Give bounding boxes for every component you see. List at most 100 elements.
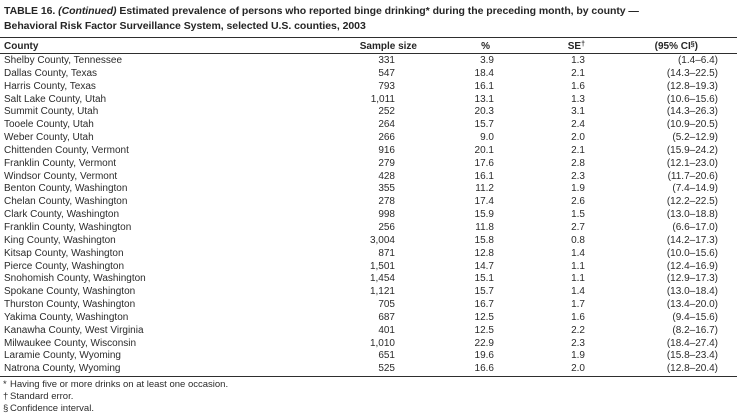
ci-label: (95% CI <box>654 41 691 52</box>
cell-ci: (13.0–18.8) <box>666 209 718 221</box>
cell-ci: (5.2–12.9) <box>672 132 718 144</box>
cell-sample-size: 525 <box>378 363 395 375</box>
cell-percent: 11.2 <box>475 183 494 195</box>
table-row: Yakima County, Washington 687 12.5 1.6 (9.4–… <box>0 312 737 325</box>
cell-ci: (1.4–6.4) <box>677 55 718 66</box>
table-row: Tooele County, Utah 264 15.7 2.4 (10.9–20.5) <box>0 119 737 132</box>
cell-percent: 15.7 <box>474 119 494 131</box>
cell-percent: 12.8 <box>474 247 494 259</box>
cell-sample-size: 793 <box>378 80 395 92</box>
cell-sample-size: 266 <box>378 132 395 144</box>
cell-se: 2.1 <box>571 144 585 156</box>
cell-ci: (9.4–15.6) <box>672 311 718 323</box>
column-header-se: SE† <box>568 40 585 53</box>
cell-percent: 20.3 <box>474 106 494 118</box>
table-row: Spokane County, Washington 1,121 15.7 1.4 (1… <box>0 286 737 299</box>
table-row: Salt Lake County, Utah 1,011 13.1 1.3 (10.6–… <box>0 94 737 107</box>
cell-se: 3.1 <box>571 106 585 118</box>
cell-county: Salt Lake County, Utah <box>4 93 107 105</box>
cell-county: Shelby County, Tennessee <box>4 55 123 66</box>
cell-county: Clark County, Washington <box>4 209 120 221</box>
cell-sample-size: 1,121 <box>369 286 395 298</box>
cell-sample-size: 355 <box>378 183 395 195</box>
cell-se: 1.3 <box>571 55 585 66</box>
cell-sample-size: 3,004 <box>369 234 395 246</box>
table-row: Clark County, Washington 998 15.9 1.5 (13.0–… <box>0 209 737 222</box>
cell-sample-size: 252 <box>378 106 395 118</box>
cell-county: Milwaukee County, Wisconsin <box>4 337 137 349</box>
cell-se: 2.4 <box>571 119 585 131</box>
cell-county: Spokane County, Washington <box>4 286 136 298</box>
cell-percent: 12.5 <box>474 311 494 323</box>
cell-ci: (10.6–15.6) <box>666 93 718 105</box>
cell-se: 1.3 <box>571 93 585 105</box>
cell-sample-size: 428 <box>378 170 395 182</box>
cell-percent: 15.1 <box>474 273 494 285</box>
cell-se: 0.8 <box>571 234 585 246</box>
continued-label: (Continued) <box>58 5 117 17</box>
table-title-line1: TABLE 16. (Continued) Estimated prevalen… <box>4 4 735 19</box>
table-number: TABLE 16. <box>4 5 59 17</box>
table-row: Pierce County, Washington 1,501 14.7 1.1 (12… <box>0 261 737 274</box>
cell-county: Natrona County, Wyoming <box>4 363 121 375</box>
cell-percent: 19.6 <box>474 350 494 362</box>
ci-close-paren: ) <box>694 41 698 52</box>
cell-ci: (15.8–23.4) <box>666 350 718 362</box>
cell-county: Chelan County, Washington <box>4 196 128 208</box>
cell-se: 2.3 <box>571 337 585 349</box>
table-row: Natrona County, Wyoming 525 16.6 2.0 (12.8–2… <box>0 363 737 376</box>
cell-percent: 16.6 <box>474 363 494 375</box>
cell-sample-size: 916 <box>378 144 395 156</box>
cell-ci: (6.6–17.0) <box>672 221 718 233</box>
table-row: Milwaukee County, Wisconsin 1,010 22.9 2.3 (… <box>0 338 737 351</box>
cell-se: 1.9 <box>571 350 585 362</box>
table-row: Summit County, Utah 252 20.3 3.1 (14.3–26.3) <box>0 106 737 119</box>
cell-sample-size: 1,011 <box>370 93 395 105</box>
cell-percent: 9.0 <box>480 132 494 144</box>
cell-county: Franklin County, Washington <box>4 221 132 233</box>
cell-county: Franklin County, Vermont <box>4 157 117 169</box>
footnote-text: Having five or more drinks on at least o… <box>10 379 229 390</box>
cell-se: 2.0 <box>571 363 585 375</box>
table-row: Chittenden County, Vermont 916 20.1 2.1 (15.… <box>0 145 737 158</box>
table-row: Franklin County, Vermont 279 17.6 2.8 (12.1–… <box>0 158 737 171</box>
table-row: Thurston County, Washington 705 16.7 1.7 (13… <box>0 299 737 312</box>
cell-ci: (12.8–20.4) <box>666 363 718 375</box>
cell-ci: (7.4–14.9) <box>672 183 718 195</box>
footnote: * Having five or more drinks on at least … <box>3 379 735 391</box>
cell-sample-size: 1,454 <box>369 273 395 285</box>
cell-percent: 3.9 <box>480 55 494 66</box>
column-header-county: County <box>4 41 39 52</box>
se-label: SE <box>567 41 582 52</box>
cell-percent: 13.1 <box>474 93 494 105</box>
cell-se: 1.4 <box>571 286 585 298</box>
table-row: Weber County, Utah 266 9.0 2.0 (5.2–12.9) <box>0 132 737 145</box>
table-title-line2: Behavioral Risk Factor Surveillance Syst… <box>4 19 366 32</box>
column-header-sample-size: Sample size <box>359 41 417 52</box>
table-row: Laramie County, Wyoming 651 19.6 1.9 (15.8–2… <box>0 350 737 363</box>
cell-sample-size: 279 <box>378 157 395 169</box>
cell-percent: 17.6 <box>474 157 494 169</box>
cell-percent: 16.1 <box>474 80 494 92</box>
cell-percent: 17.4 <box>474 196 494 208</box>
cell-ci: (14.3–22.5) <box>666 67 718 79</box>
footnote-symbol: † <box>3 391 9 402</box>
cell-county: Yakima County, Washington <box>4 311 129 323</box>
cell-ci: (10.0–15.6) <box>666 247 718 259</box>
cell-se: 2.7 <box>571 221 585 233</box>
cell-percent: 15.8 <box>474 234 494 246</box>
cell-sample-size: 278 <box>378 196 395 208</box>
cell-sample-size: 651 <box>378 350 395 362</box>
footnote-symbol: * <box>3 379 7 390</box>
cell-county: Benton County, Washington <box>4 183 128 195</box>
cell-county: Summit County, Utah <box>4 106 99 118</box>
cell-se: 1.4 <box>571 247 585 259</box>
cell-sample-size: 1,010 <box>369 337 395 349</box>
table-row: Kitsap County, Washington 871 12.8 1.4 (10.0… <box>0 248 737 261</box>
cell-sample-size: 687 <box>378 311 395 323</box>
cell-county: King County, Washington <box>4 234 116 246</box>
cell-ci: (13.0–18.4) <box>666 286 718 298</box>
footnotes: * Having five or more drinks on at least … <box>3 379 735 415</box>
cell-ci: (12.4–16.9) <box>666 260 718 272</box>
table-row: Franklin County, Washington 256 11.8 2.7 (6.… <box>0 222 737 235</box>
